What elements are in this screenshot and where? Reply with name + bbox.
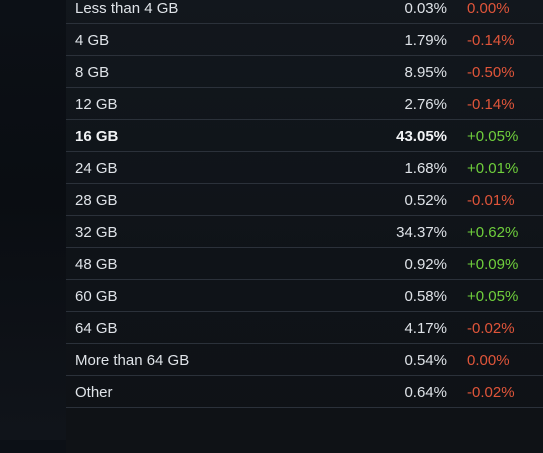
ram-stats-table: Less than 4 GB 0.03% 0.00% 4 GB 1.79% -0… bbox=[66, 0, 543, 453]
row-label: More than 64 GB bbox=[75, 352, 190, 369]
table-row: 64 GB 4.17% -0.02% bbox=[66, 313, 543, 344]
row-percent: 0.03% bbox=[404, 0, 447, 17]
row-change: +0.09% bbox=[467, 256, 519, 273]
row-percent: 0.64% bbox=[404, 384, 447, 401]
row-change: 0.00% bbox=[467, 0, 510, 17]
table-row: 48 GB 0.92% +0.09% bbox=[66, 249, 543, 280]
row-change: -0.14% bbox=[467, 32, 515, 49]
row-change: +0.05% bbox=[467, 128, 519, 145]
table-row-highlighted: 16 GB 43.05% +0.05% bbox=[66, 121, 543, 152]
row-percent: 0.54% bbox=[404, 352, 447, 369]
table-row: Less than 4 GB 0.03% 0.00% bbox=[66, 0, 543, 24]
table-row: 32 GB 34.37% +0.62% bbox=[66, 217, 543, 248]
row-percent: 2.76% bbox=[404, 96, 447, 113]
row-change: -0.02% bbox=[467, 320, 515, 337]
table-row: 12 GB 2.76% -0.14% bbox=[66, 89, 543, 120]
row-percent: 1.79% bbox=[404, 32, 447, 49]
row-label: 16 GB bbox=[75, 128, 119, 145]
table-row: 24 GB 1.68% +0.01% bbox=[66, 153, 543, 184]
row-percent: 4.17% bbox=[404, 320, 447, 337]
row-label: 4 GB bbox=[75, 32, 110, 49]
row-percent: 8.95% bbox=[404, 64, 447, 81]
row-label: 32 GB bbox=[75, 224, 118, 241]
table-row: 60 GB 0.58% +0.05% bbox=[66, 281, 543, 312]
table-row: 4 GB 1.79% -0.14% bbox=[66, 25, 543, 56]
row-label: Less than 4 GB bbox=[75, 0, 179, 17]
row-label: 12 GB bbox=[75, 96, 118, 113]
row-label: 48 GB bbox=[75, 256, 118, 273]
row-label: 24 GB bbox=[75, 160, 118, 177]
row-change: -0.50% bbox=[467, 64, 515, 81]
row-percent: 1.68% bbox=[404, 160, 447, 177]
row-change: +0.05% bbox=[467, 288, 519, 305]
row-change: 0.00% bbox=[467, 352, 510, 369]
table-row: 28 GB 0.52% -0.01% bbox=[66, 185, 543, 216]
row-percent: 0.92% bbox=[404, 256, 447, 273]
row-change: -0.14% bbox=[467, 96, 515, 113]
row-label: 28 GB bbox=[75, 192, 118, 209]
row-change: -0.02% bbox=[467, 384, 515, 401]
table-row: Other 0.64% -0.02% bbox=[66, 377, 543, 408]
row-percent: 0.52% bbox=[404, 192, 447, 209]
row-change: +0.62% bbox=[467, 224, 519, 241]
row-percent: 34.37% bbox=[396, 224, 447, 241]
row-label: 60 GB bbox=[75, 288, 118, 305]
row-percent: 43.05% bbox=[396, 128, 447, 145]
row-change: +0.01% bbox=[467, 160, 519, 177]
row-change: -0.01% bbox=[467, 192, 515, 209]
row-label: 64 GB bbox=[75, 320, 118, 337]
row-label: 8 GB bbox=[75, 64, 110, 81]
table-row: 8 GB 8.95% -0.50% bbox=[66, 57, 543, 88]
row-percent: 0.58% bbox=[404, 288, 447, 305]
row-label: Other bbox=[75, 384, 113, 401]
table-row: More than 64 GB 0.54% 0.00% bbox=[66, 345, 543, 376]
